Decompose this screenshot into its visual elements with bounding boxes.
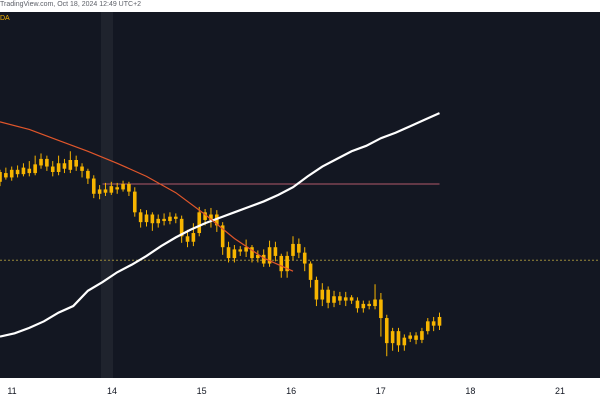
candle-body-20 <box>115 187 119 190</box>
price-chart[interactable] <box>0 12 600 378</box>
candle-body-53 <box>308 263 313 280</box>
candle-body-42 <box>244 247 248 252</box>
candle-body-46 <box>267 247 272 264</box>
candle-body-1 <box>4 173 8 178</box>
candle-body-61 <box>355 300 360 309</box>
symbol-label: DA <box>0 15 10 22</box>
candle-body-4 <box>21 167 26 175</box>
candle-body-22 <box>127 183 131 192</box>
candle-body-59 <box>343 297 348 301</box>
candle-body-3 <box>15 169 20 175</box>
candle-body-63 <box>367 303 371 307</box>
candle-body-9 <box>50 166 55 172</box>
candle-body-25 <box>144 214 149 223</box>
candle-body-33 <box>191 233 196 242</box>
candle-body-68 <box>396 331 401 346</box>
candle-body-64 <box>373 299 377 307</box>
candle-body-49 <box>285 255 289 272</box>
moving-average-line-0 <box>0 112 440 338</box>
time-axis-tick-21: 21 <box>554 386 566 396</box>
candle-body-15 <box>86 170 90 179</box>
candle-body-16 <box>91 178 96 194</box>
candle-body-0 <box>0 171 2 182</box>
candle-body-55 <box>320 289 325 300</box>
candle-body-56 <box>326 289 330 303</box>
time-axis-tick-16: 16 <box>286 386 297 396</box>
candle-body-14 <box>80 166 84 171</box>
candle-body-31 <box>179 218 184 237</box>
candle-body-12 <box>68 160 73 170</box>
candle-body-38 <box>220 225 225 248</box>
candle-body-17 <box>97 189 102 194</box>
candle-body-13 <box>74 160 78 167</box>
candle-body-54 <box>314 279 319 300</box>
candle-body-74 <box>431 321 436 326</box>
candle-body-45 <box>261 254 266 264</box>
time-axis <box>0 378 600 420</box>
candle-body-23 <box>132 191 137 213</box>
candle-body-40 <box>232 249 237 259</box>
attribution-text: TradingView.com, Oct 18, 2024 12:49 UTC+… <box>0 1 142 8</box>
candle-body-34 <box>197 212 202 234</box>
candle-body-35 <box>203 212 207 220</box>
time-axis-tick-11: 11 <box>7 386 17 396</box>
candle-body-73 <box>425 321 430 332</box>
candle-body-75 <box>437 316 442 326</box>
candle-body-41 <box>238 249 243 252</box>
candle-body-18 <box>103 189 108 193</box>
vertical-highlight-band <box>101 12 113 378</box>
candle-body-26 <box>150 214 155 224</box>
candle-body-44 <box>256 254 260 259</box>
candle-body-2 <box>9 169 14 178</box>
candle-body-8 <box>45 158 49 167</box>
candle-body-24 <box>138 212 143 223</box>
candle-body-36 <box>209 214 213 220</box>
candle-body-19 <box>109 186 114 193</box>
candle-body-29 <box>168 216 172 222</box>
candle-body-28 <box>162 218 166 222</box>
candle-body-43 <box>250 247 254 259</box>
attribution-bar: TradingView.com, Oct 18, 2024 12:49 UTC+… <box>0 0 600 12</box>
candle-body-6 <box>33 164 37 174</box>
candle-body-69 <box>402 337 407 346</box>
time-axis-tick-15: 15 <box>196 386 207 396</box>
candle-body-72 <box>420 331 424 340</box>
candle-body-10 <box>56 163 61 172</box>
candle-body-48 <box>279 255 284 272</box>
candle-body-32 <box>185 236 190 242</box>
candle-body-27 <box>156 218 161 224</box>
candle-body-58 <box>338 296 342 301</box>
candle-body-52 <box>302 252 307 264</box>
time-axis-tick-14: 14 <box>106 386 118 396</box>
candle-body-5 <box>27 168 32 174</box>
candle-body-57 <box>332 296 336 303</box>
candle-body-60 <box>349 297 354 301</box>
candle-body-11 <box>62 163 67 169</box>
candle-body-51 <box>297 243 301 253</box>
candle-body-65 <box>379 299 383 319</box>
candle-body-7 <box>39 158 43 166</box>
candle-body-67 <box>390 331 395 344</box>
time-axis-tick-18: 18 <box>465 386 476 396</box>
candle-body-66 <box>384 318 389 344</box>
candle-body-39 <box>226 247 231 259</box>
candle-body-62 <box>361 303 366 309</box>
candle-body-71 <box>414 335 418 340</box>
candle-body-30 <box>174 216 178 219</box>
time-axis-tick-17: 17 <box>375 386 386 396</box>
candle-body-70 <box>408 335 412 339</box>
moving-average-line-1 <box>0 121 294 272</box>
candle-body-50 <box>291 243 295 256</box>
candle-body-47 <box>273 247 278 256</box>
candle-body-21 <box>121 183 125 190</box>
